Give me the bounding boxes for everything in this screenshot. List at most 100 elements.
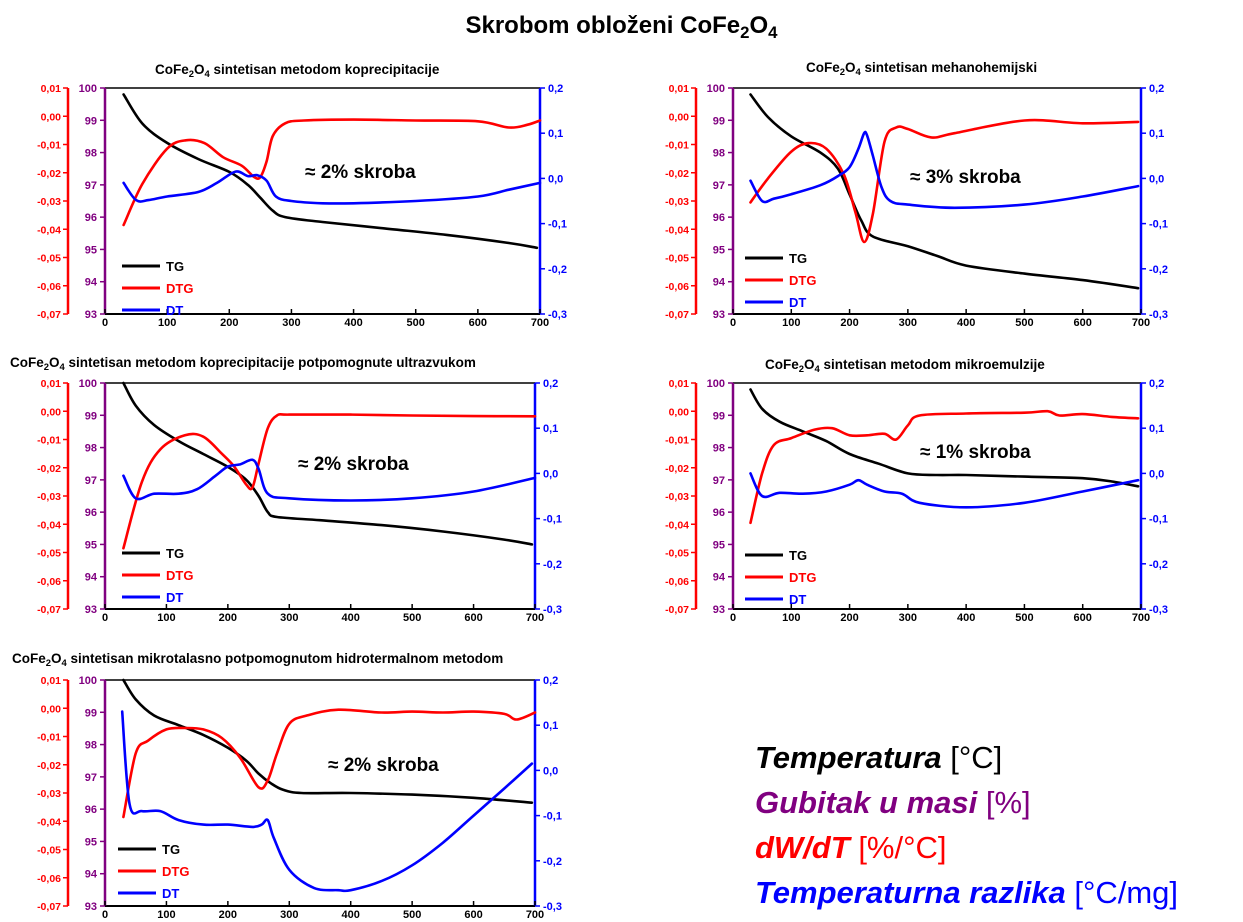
series-line-dtg: [122, 118, 542, 227]
series-line-dtg: [749, 118, 1140, 244]
tg-tick-label: 98: [713, 148, 725, 160]
dt-tick-label: 0,0: [548, 173, 563, 185]
dtg-tick-label: -0,06: [665, 281, 689, 293]
dt-tick-label: 0,2: [543, 378, 558, 390]
series-line-tg: [749, 93, 1140, 290]
legend-temperature-difference: Temperaturna razlika [°C/mg]: [755, 875, 1179, 910]
dt-tick-label: 0,1: [1149, 128, 1164, 140]
x-tick-label: 300: [899, 317, 917, 329]
x-tick-label: 0: [102, 909, 108, 921]
x-tick-label: 600: [469, 317, 487, 329]
dt-tick-label: -0,3: [548, 309, 567, 321]
tg-tick-label: 99: [85, 707, 97, 719]
legend-label-dtg: DTG: [166, 568, 193, 583]
legend-label-dt: DT: [166, 590, 183, 605]
dt-tick-label: -0,2: [1149, 559, 1168, 571]
tg-tick-label: 96: [85, 804, 97, 816]
x-tick-label: 200: [840, 612, 858, 624]
legend-label-dtg: DTG: [166, 281, 193, 296]
dtg-tick-label: -0,07: [37, 309, 61, 321]
thermal-chart: 0 100 200 300 400 500 600 700 93 94 95 96 97 98 99 100 -…: [665, 83, 1168, 329]
dtg-tick-label: 0,00: [41, 703, 62, 715]
dtg-tick-label: -0,04: [665, 519, 689, 531]
tg-tick-label: 98: [85, 740, 97, 752]
series-line-dt: [122, 458, 537, 502]
series-line-tg: [749, 388, 1140, 488]
tg-tick-label: 97: [713, 180, 725, 192]
dt-tick-label: -0,1: [1149, 514, 1168, 526]
dt-tick-label: -0,1: [543, 811, 562, 823]
starch-annotation: ≈ 1% skroba: [920, 442, 1031, 463]
panel-title: CoFe2O4 sintetisan metodom koprecipitaci…: [155, 62, 440, 80]
dt-tick-label: -0,3: [1149, 604, 1168, 616]
tg-tick-label: 93: [713, 309, 725, 321]
dtg-tick-label: 0,01: [669, 378, 690, 390]
x-tick-label: 100: [157, 909, 175, 921]
dt-tick-label: 0,1: [543, 423, 558, 435]
tg-tick-label: 96: [85, 212, 97, 224]
x-tick-label: 200: [840, 317, 858, 329]
x-tick-label: 100: [157, 612, 175, 624]
tg-tick-label: 94: [713, 572, 726, 584]
dt-tick-label: 0,0: [543, 765, 558, 777]
x-tick-label: 200: [219, 612, 237, 624]
dtg-tick-label: -0,01: [665, 435, 689, 447]
dt-tick-label: 0,1: [1149, 423, 1164, 435]
dtg-tick-label: -0,03: [37, 491, 61, 503]
tg-tick-label: 95: [85, 539, 97, 551]
x-tick-label: 500: [1015, 612, 1033, 624]
x-tick-label: 0: [102, 612, 108, 624]
dt-tick-label: 0,0: [1149, 468, 1164, 480]
legend-temperature: Temperatura [°C]: [755, 740, 1003, 775]
dtg-tick-label: -0,04: [37, 816, 61, 828]
x-tick-label: 200: [220, 317, 238, 329]
x-tick-label: 100: [158, 317, 176, 329]
dtg-tick-label: -0,05: [665, 253, 689, 265]
dtg-tick-label: -0,01: [37, 732, 61, 744]
tg-tick-label: 99: [85, 410, 97, 422]
dtg-tick-label: -0,07: [665, 604, 689, 616]
dt-tick-label: -0,1: [543, 514, 562, 526]
x-tick-label: 500: [1015, 317, 1033, 329]
dt-tick-label: 0,1: [543, 720, 558, 732]
dt-tick-label: -0,3: [1149, 309, 1168, 321]
legend-label-tg: TG: [166, 259, 184, 274]
dtg-tick-label: -0,05: [37, 845, 61, 857]
dtg-tick-label: -0,02: [37, 760, 61, 772]
series-line-tg: [122, 678, 534, 804]
starch-annotation: ≈ 2% skroba: [328, 755, 439, 776]
panel-title: CoFe2O4 sintetisan mehanohemijski: [806, 60, 1038, 78]
starch-annotation: ≈ 2% skroba: [305, 162, 416, 183]
dt-tick-label: -0,3: [543, 901, 562, 913]
tg-tick-label: 95: [713, 539, 725, 551]
tg-tick-label: 100: [79, 378, 97, 390]
dtg-tick-label: 0,01: [41, 675, 62, 687]
dtg-tick-label: -0,01: [37, 140, 61, 152]
dtg-tick-label: -0,04: [37, 224, 61, 236]
dtg-tick-label: 0,00: [669, 406, 690, 418]
dtg-tick-label: -0,01: [37, 435, 61, 447]
series-line-dtg: [749, 409, 1140, 525]
dtg-tick-label: -0,02: [37, 463, 61, 475]
x-tick-label: 700: [526, 612, 544, 624]
x-tick-label: 400: [342, 612, 360, 624]
legend-label-dt: DT: [789, 592, 806, 607]
tg-tick-label: 94: [85, 277, 98, 289]
dtg-tick-label: -0,03: [37, 788, 61, 800]
tg-tick-label: 100: [79, 83, 97, 95]
x-tick-label: 400: [957, 317, 975, 329]
panel-title: CoFe2O4 sintetisan mikrotalasno potpomog…: [12, 651, 504, 669]
dt-tick-label: -0,1: [1149, 219, 1168, 231]
dtg-tick-label: -0,07: [665, 309, 689, 321]
legend-label-tg: TG: [162, 842, 180, 857]
dtg-tick-label: -0,03: [665, 196, 689, 208]
tg-tick-label: 99: [713, 115, 725, 127]
dt-tick-label: -0,2: [543, 559, 562, 571]
dtg-tick-label: -0,02: [665, 463, 689, 475]
x-tick-label: 0: [102, 317, 108, 329]
tg-tick-label: 100: [79, 675, 97, 687]
legend-label-dtg: DTG: [162, 864, 189, 879]
x-tick-label: 700: [1132, 612, 1150, 624]
x-tick-label: 500: [407, 317, 425, 329]
x-tick-label: 0: [730, 612, 736, 624]
